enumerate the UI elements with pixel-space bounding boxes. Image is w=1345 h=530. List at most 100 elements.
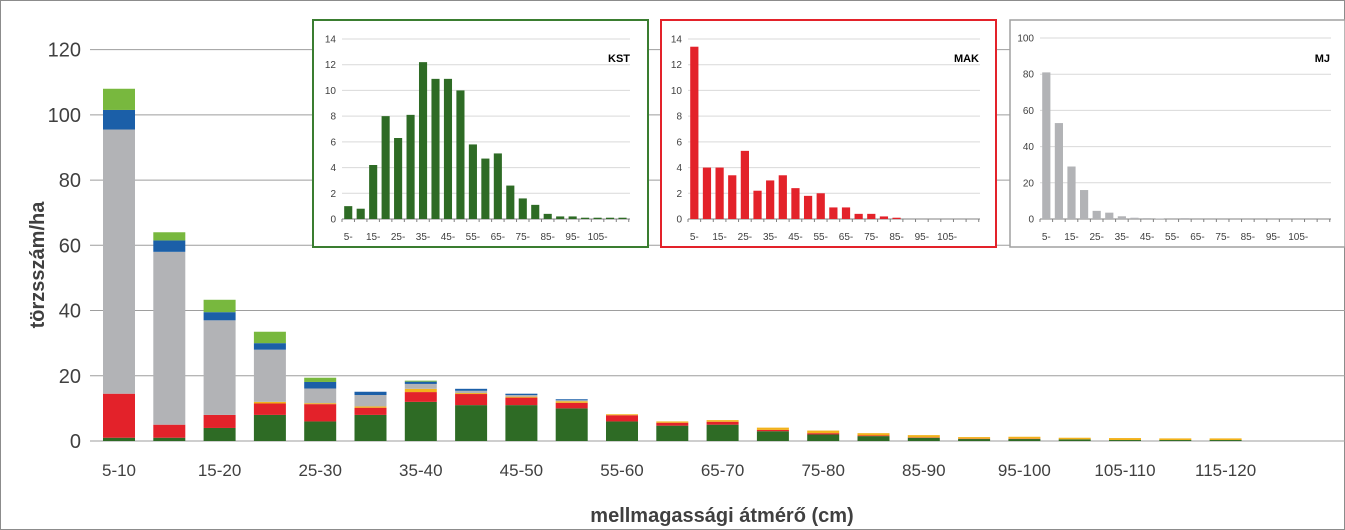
inset-bar	[867, 213, 876, 219]
main-bar-segment	[455, 405, 488, 441]
inset-x-tick: 5-	[344, 232, 353, 243]
main-bar-segment	[706, 420, 739, 422]
inset-x-tick: 5-	[690, 232, 699, 243]
inset-bar	[778, 175, 787, 219]
inset-y-tick: 6	[676, 137, 682, 148]
main-bar-segment	[103, 109, 135, 130]
main-bar-segment	[958, 439, 991, 441]
main-bar-segment	[354, 395, 387, 407]
inset-bar	[1067, 166, 1076, 219]
main-y-tick: 40	[59, 301, 81, 323]
main-bar-segment	[203, 299, 236, 313]
inset-x-tick: 105-	[937, 232, 957, 243]
inset-x-tick: 45-	[441, 232, 455, 243]
main-bar-segment	[455, 394, 488, 406]
main-x-tick: 5-10	[102, 461, 136, 480]
inset-bar	[1130, 217, 1139, 219]
main-x-tick: 95-100	[998, 461, 1051, 480]
inset-bar	[468, 144, 477, 219]
inset-bar	[568, 216, 577, 219]
inset-bar	[543, 213, 552, 219]
inset-kst-frame	[312, 19, 649, 248]
inset-bar	[356, 208, 365, 219]
main-bar-segment	[203, 312, 236, 321]
main-bar-segment	[103, 393, 135, 438]
inset-x-tick: 65-	[491, 232, 505, 243]
inset-mak: MAK 0 2 4 6 8 10 12 14 5- 15- 25- 35- 45- 55- 65- 75- 85…	[660, 19, 997, 248]
main-bar-segment	[1008, 439, 1041, 441]
inset-bar	[581, 217, 590, 219]
main-bar-segment	[253, 414, 286, 441]
main-bar-segment	[555, 402, 588, 409]
main-bar-segment	[404, 392, 437, 402]
main-bar-segment	[1209, 440, 1242, 441]
inset-bar	[740, 150, 749, 219]
inset-bar	[556, 216, 565, 219]
inset-y-tick: 10	[325, 86, 337, 97]
inset-bar	[443, 78, 453, 219]
main-bar-segment	[203, 320, 236, 415]
inset-y-tick: 0	[330, 215, 336, 226]
inset-bar	[418, 62, 428, 220]
main-bar-segment	[203, 427, 236, 441]
main-bar-segment	[404, 401, 437, 441]
inset-bar	[344, 206, 353, 219]
inset-x-tick: 45-	[788, 232, 802, 243]
inset-bar	[702, 167, 712, 219]
main-x-tick: 35-40	[399, 461, 442, 480]
main-bar-segment	[756, 427, 789, 430]
inset-bar	[803, 195, 813, 219]
main-bar-segment	[606, 415, 638, 422]
main-bar-segment	[153, 232, 186, 241]
main-bar-segment	[153, 424, 186, 438]
inset-bar	[690, 46, 699, 219]
inset-bar	[406, 114, 415, 219]
inset-bar	[753, 190, 762, 219]
inset-y-tick: 14	[325, 35, 337, 46]
inset-y-tick: 8	[330, 112, 336, 123]
inset-bar	[1079, 190, 1089, 219]
inset-bar	[518, 198, 527, 219]
inset-bar	[1054, 123, 1063, 219]
main-bar-segment	[505, 396, 538, 398]
main-x-tick: 85-90	[902, 461, 945, 480]
inset-x-tick: 65-	[1190, 232, 1204, 243]
main-bar-segment	[656, 425, 689, 441]
main-bar-segment	[1058, 437, 1091, 440]
inset-y-tick: 8	[676, 112, 682, 123]
main-y-tick: 20	[59, 366, 81, 388]
main-bar-segment	[555, 399, 588, 401]
main-bar-segment	[1159, 440, 1192, 441]
inset-y-tick: 0	[1028, 215, 1034, 226]
inset-mj-title: MJ	[1315, 53, 1330, 65]
inset-y-tick: 20	[1023, 178, 1035, 189]
inset-y-tick: 4	[676, 163, 682, 174]
main-y-tick: 120	[48, 40, 81, 62]
main-bar-segment	[103, 437, 135, 441]
inset-y-tick: 12	[325, 60, 337, 71]
main-x-tick: 45-50	[500, 461, 543, 480]
main-bar-segment	[354, 406, 387, 408]
main-bar-segment	[756, 429, 789, 432]
inset-x-tick: 55-	[466, 232, 480, 243]
main-x-tick: 15-20	[198, 461, 241, 480]
main-bar-segment	[656, 422, 689, 426]
inset-x-tick: 95-	[915, 232, 929, 243]
inset-mj: MJ 0 20 40 60 80 100 5- 15- 25- 35- 45- 55- 65- 75- 85…	[1009, 19, 1345, 248]
main-bar-segment	[354, 414, 387, 441]
inset-x-tick: 35-	[416, 232, 430, 243]
inset-y-tick: 2	[676, 189, 682, 200]
inset-bar	[728, 175, 737, 219]
main-bar-segment	[807, 434, 840, 441]
inset-bar	[715, 167, 724, 219]
main-bar-segment	[304, 388, 337, 404]
main-bar-segment	[304, 377, 337, 382]
main-bar-segment	[958, 437, 991, 439]
main-bar-segment	[907, 435, 940, 438]
main-bar-segment	[656, 421, 689, 423]
y-axis-label: törzsszám/ha	[27, 201, 49, 329]
inset-bar	[493, 153, 502, 219]
main-bar-segment	[253, 343, 286, 350]
inset-bar	[1180, 218, 1189, 219]
